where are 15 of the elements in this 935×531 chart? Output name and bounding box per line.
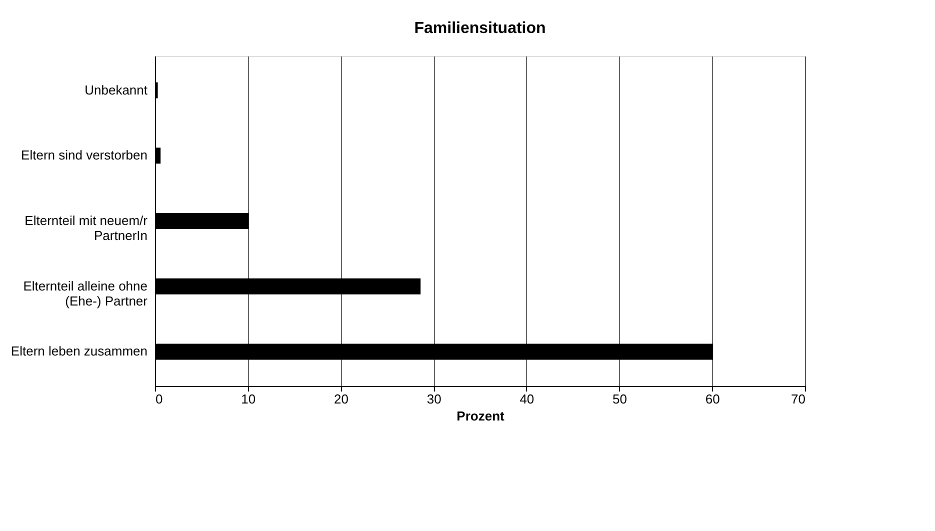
x-tick-label: 10 [241,392,256,406]
x-tick-label: 40 [520,392,534,406]
y-tick-label: Eltern leben zusammen [10,344,148,359]
chart-title: Familiensituation [414,20,546,37]
x-tick-label: 0 [156,392,163,406]
y-tick-label: Elternteil mit neuem/r PartnerIn [24,213,148,243]
x-tick-label: 50 [612,392,628,406]
y-tick-label: Eltern sind verstorben [21,148,148,163]
y-tick-label: Elternteil alleine ohne (Ehe-) Partner [23,278,148,308]
x-tick-label: 20 [334,392,348,406]
y-tick-label: Unbekannt [84,82,148,98]
x-axis-title: Prozent [456,408,506,424]
x-tick-label: 30 [426,392,442,406]
x-tick-label: 60 [705,392,720,406]
x-tick-label: 70 [791,392,806,406]
